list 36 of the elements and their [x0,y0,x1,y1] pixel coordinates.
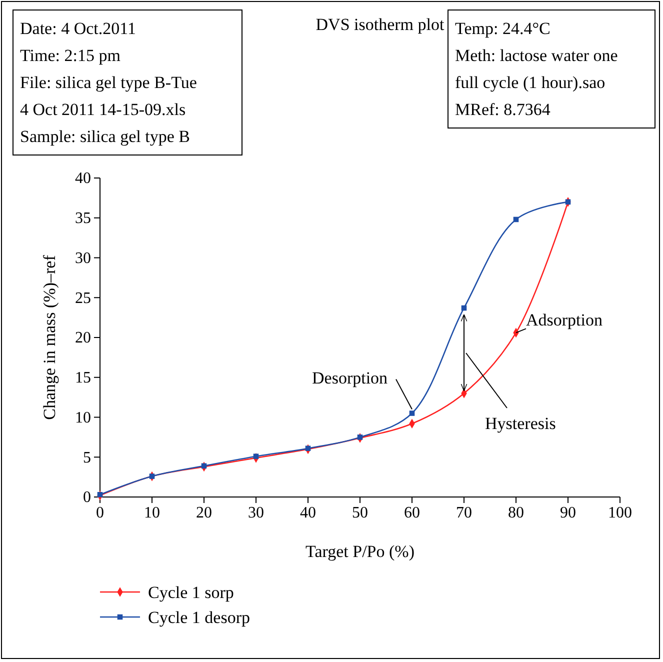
x-tick-label: 70 [456,504,472,522]
y-tick-label: 25 [75,290,91,307]
x-tick-label: 60 [404,504,420,522]
y-tick-label: 15 [75,369,91,386]
y-tick-label: 5 [83,449,91,466]
point [409,410,415,416]
point [253,454,259,459]
text: Temp: 24.4°C Meth: lactose water one full cycle (1 hour).sao MRef: 8.7364 [455,19,618,119]
x-axis-title: Target P/Po (%) [306,542,414,561]
y-tick-label: 10 [75,409,91,426]
x-tick-label: 100 [608,504,632,522]
annotation: Adsorption [526,310,603,330]
y-tick-label: 0 [83,489,91,506]
x-tick-label: 40 [300,504,316,522]
chart-title: DVS isotherm plot [316,15,444,34]
x-tick-label: 10 [144,504,160,522]
x-tick-label: 50 [352,504,368,522]
annotation: Desorption [312,368,388,388]
y-tick-label: 20 [75,330,91,347]
annotation: Hysteresis [485,414,556,433]
text: Date: 4 Oct.2011 Time: 2:15 pm File: silica gel type B-Tue 4 Oct 2011 14-15-09.xls Sample: silica gel type B [20,19,197,146]
y-tick-label: 30 [75,250,91,267]
x-tick-label: 20 [196,504,212,522]
x-tick-label: 30 [248,504,264,522]
point [357,434,363,440]
legend-label: Cycle 1 desorp [148,608,250,627]
point [149,474,155,479]
point [305,446,311,451]
y-tick-label: 40 [75,170,91,188]
x-tick-label: 0 [96,504,104,522]
x-tick-label: 80 [508,504,524,522]
x-tick-label: 90 [560,504,576,522]
y-tick-label: 35 [75,210,91,227]
y-axis-title: Change in mass (%)–ref [40,254,59,420]
point [97,492,103,498]
legend-label: Cycle 1 sorp [148,583,234,602]
